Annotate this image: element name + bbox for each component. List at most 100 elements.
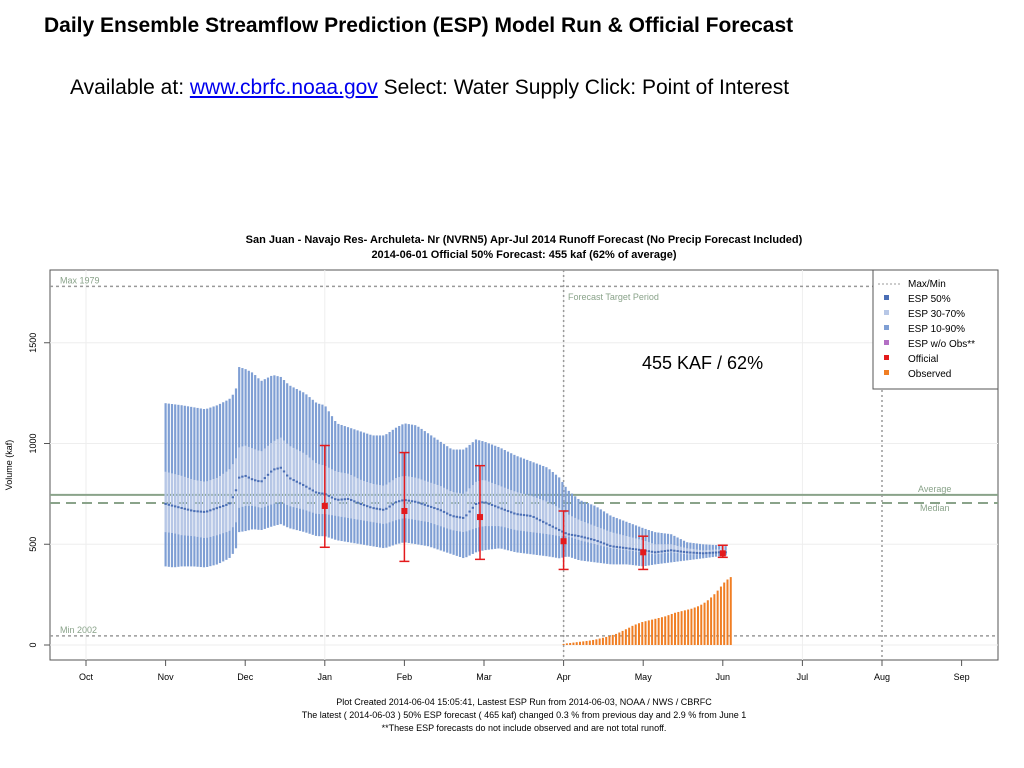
esp-50-mark (385, 507, 388, 510)
observed-bar (726, 579, 729, 645)
esp-50-mark (420, 502, 423, 505)
esp-30-70-bar (311, 460, 314, 513)
esp-30-70-bar (554, 506, 558, 536)
esp-50-mark (369, 506, 372, 509)
esp-30-70-bar (414, 477, 417, 520)
esp-30-70-bar (506, 488, 510, 529)
esp-30-70-bar (430, 482, 433, 524)
esp-30-70-bar (206, 481, 209, 538)
esp-30-70-bar (260, 451, 263, 508)
observed-bar (569, 642, 572, 645)
observed-bar (572, 642, 575, 645)
observed-bar (723, 582, 726, 645)
esp-50-mark (638, 548, 641, 551)
esp-50-mark (593, 538, 596, 541)
esp-30-70-bar (439, 486, 442, 527)
footer-line-2: The latest ( 2014-06-03 ) 50% ESP foreca… (302, 710, 747, 720)
esp-50-mark (647, 550, 650, 553)
esp-50-mark (542, 520, 545, 523)
cbrfc-link[interactable]: www.cbrfc.noaa.gov (189, 76, 378, 99)
esp-50-mark (705, 552, 708, 555)
esp-50-mark (625, 547, 628, 550)
esp-50-mark (295, 480, 298, 483)
observed-bar (592, 639, 595, 645)
esp-50-mark (695, 551, 698, 554)
esp-50-mark (190, 509, 193, 512)
observed-bar (585, 640, 588, 645)
observed-bar (690, 608, 693, 645)
esp-50-mark (580, 535, 583, 538)
esp-50-mark (529, 514, 532, 517)
esp-30-70-bar (602, 529, 606, 547)
esp-50-mark (564, 532, 567, 535)
esp-30-70-bar (250, 448, 254, 506)
observed-bar (582, 641, 585, 645)
legend-label: ESP 50% (908, 294, 951, 305)
esp-50-mark (337, 498, 340, 501)
esp-30-70-bar (426, 481, 430, 523)
esp-30-70-bar (350, 475, 353, 519)
esp-50-mark (276, 467, 279, 470)
esp-50-mark (532, 515, 535, 518)
esp-50-mark (350, 498, 353, 501)
esp-30-70-bar (375, 484, 378, 523)
esp-30-70-bar (532, 496, 535, 533)
esp-50-mark (622, 546, 625, 549)
esp-50-mark (567, 533, 570, 536)
esp-50-mark (241, 475, 244, 478)
esp-30-70-bar (353, 476, 356, 520)
esp-30-70-bar (174, 474, 177, 534)
observed-bar (608, 635, 611, 645)
esp-30-70-bar (340, 472, 343, 517)
esp-50-mark (606, 543, 609, 546)
esp-30-70-bar (295, 449, 298, 508)
esp-30-70-bar (695, 549, 698, 555)
esp-50-mark (484, 501, 487, 504)
esp-30-70-bar (417, 478, 420, 521)
observed-bar (687, 609, 690, 645)
esp-50-mark (481, 501, 484, 504)
esp-30-70-bar (551, 504, 554, 536)
esp-50-mark (372, 507, 375, 510)
esp-30-70-bar (209, 480, 212, 537)
esp-50-mark (487, 502, 490, 505)
esp-50-mark (500, 507, 503, 510)
y-tick-label: 1500 (28, 333, 38, 353)
esp-50-mark (698, 552, 702, 555)
esp-30-70-bar (577, 519, 580, 540)
esp-30-70-bar (535, 497, 538, 533)
esp-50-mark (654, 551, 657, 554)
axes: 0 500 1000 1500 Oct Nov Dec Jan Feb Mar Apr May Jun J… (28, 333, 970, 682)
observed-bar (634, 624, 637, 645)
esp-30-70-bar (545, 501, 548, 535)
esp-30-70-bar (634, 538, 638, 552)
esp-30-70-bar (289, 446, 292, 507)
esp-30-70-bar (711, 549, 714, 554)
esp-30-70-bar (481, 480, 484, 527)
observed-bar (562, 643, 565, 645)
esp-30-70-bar (398, 477, 401, 520)
esp-50-mark (282, 470, 286, 473)
esp-50-mark (679, 550, 682, 553)
esp-50-mark (343, 498, 346, 501)
esp-30-70-bar (391, 480, 394, 522)
esp-30-70-bar (167, 472, 170, 533)
esp-30-70-bar (366, 481, 369, 522)
esp-30-70-bar (183, 476, 186, 536)
observed-bar (729, 577, 732, 645)
esp-50-mark (292, 479, 295, 482)
esp-30-70-bar (606, 530, 609, 548)
legend-label: Observed (908, 369, 951, 380)
esp-50-mark (471, 506, 474, 509)
esp-30-70-bar (314, 462, 318, 514)
observed-bar (651, 619, 654, 645)
esp-50-mark (462, 516, 465, 519)
esp-30-70-bar (180, 475, 183, 536)
esp-50-mark (318, 492, 321, 495)
esp-30-70-bar (385, 484, 388, 524)
esp-30-70-bar (279, 437, 282, 502)
esp-series (164, 367, 727, 568)
legend-label: Official (908, 354, 938, 365)
esp-50-mark (273, 468, 276, 471)
x-tick-label: May (635, 672, 653, 682)
